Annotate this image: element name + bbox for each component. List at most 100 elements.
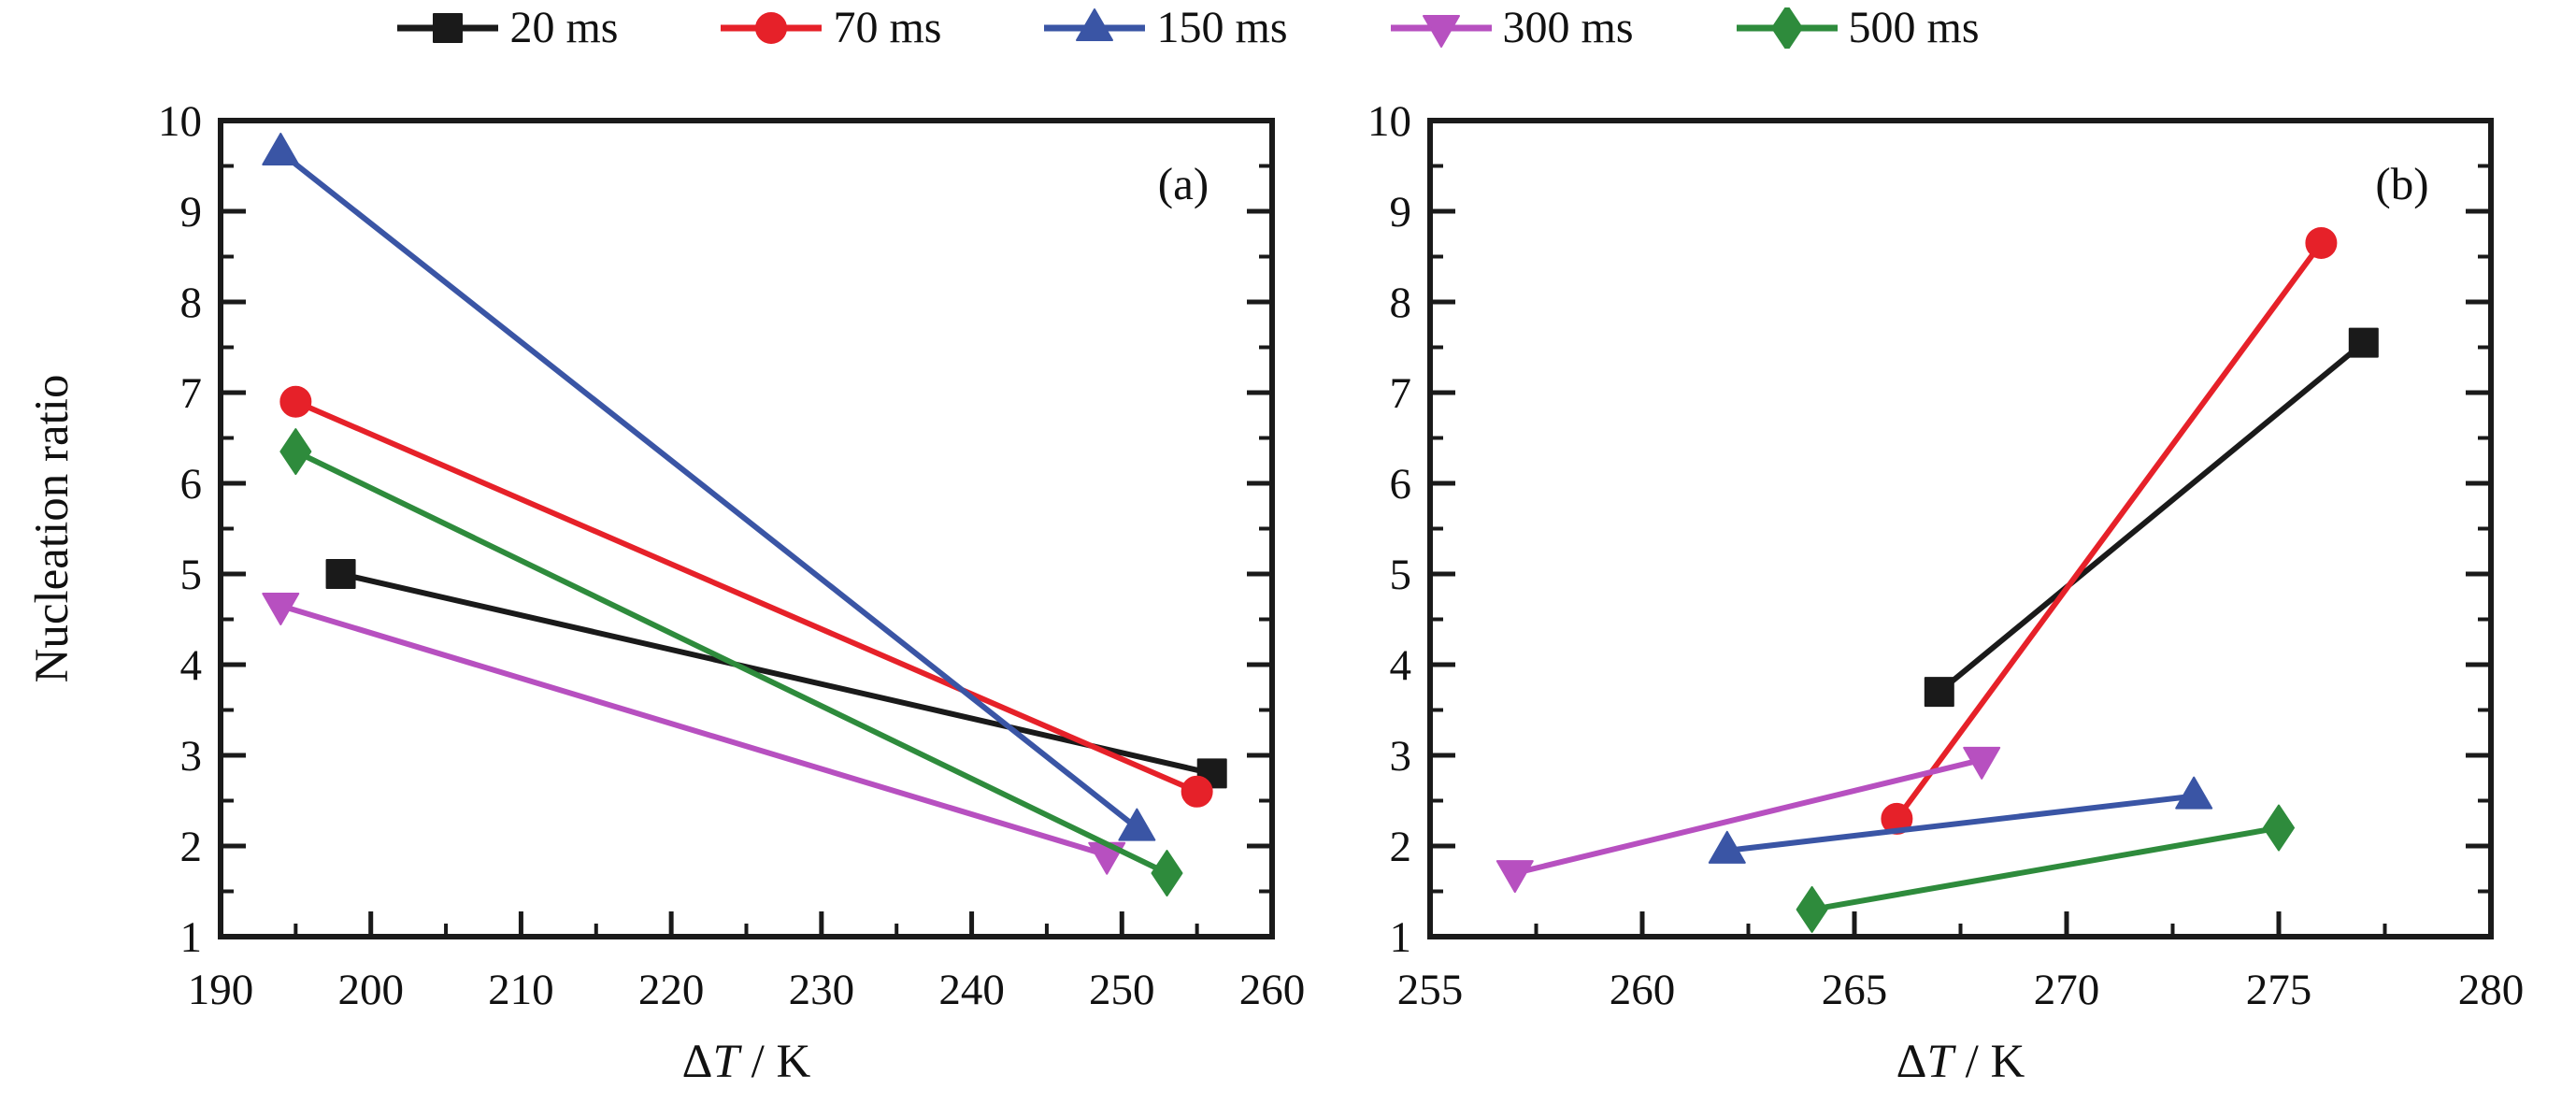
y-tick-label: 9 xyxy=(1390,188,1412,237)
data-point-marker xyxy=(1963,746,2001,780)
series-line xyxy=(1724,793,2197,853)
data-point-marker xyxy=(1496,860,1534,894)
series-line xyxy=(1809,824,2282,912)
legend-item-500ms: 500 ms xyxy=(1735,6,1980,50)
x-tick-label: 230 xyxy=(789,966,855,1014)
legend-label: 300 ms xyxy=(1502,3,1634,52)
series-20ms xyxy=(1924,327,2379,708)
panel-tag: (b) xyxy=(2375,158,2428,209)
data-point-marker xyxy=(262,592,300,625)
series-line xyxy=(278,149,1140,831)
legend-item-150ms: 150 ms xyxy=(1042,3,1288,52)
y-tick-labels: 1 2 3 4 5 6 7 8 9 10 xyxy=(158,97,202,962)
legend-item-20ms: 20 ms xyxy=(395,6,618,50)
series-300ms xyxy=(262,592,1126,875)
series-300ms xyxy=(1496,746,2001,894)
series-line xyxy=(1894,239,2325,822)
y-tick-label: 6 xyxy=(180,460,203,509)
series-20ms xyxy=(325,559,1227,789)
legend-marker xyxy=(1422,15,1460,48)
x-tick-label: 190 xyxy=(188,966,254,1014)
x-tick-label: 250 xyxy=(1089,966,1155,1014)
legend-label: 70 ms xyxy=(833,3,942,52)
legend-triangle-down-marker-icon xyxy=(1390,15,1492,48)
chart-panel-b: 255 260 265 270 275 280 1 2 3 4 5 6 7 8 9 10 ΔT / K (b) xyxy=(1367,97,2525,1088)
legend-marker xyxy=(1770,7,1803,49)
legend-label: 150 ms xyxy=(1156,3,1288,52)
data-point-marker xyxy=(2305,226,2338,259)
y-tick-label: 1 xyxy=(180,913,203,962)
series-line xyxy=(1936,339,2367,695)
x-tick-label: 210 xyxy=(488,966,554,1014)
y-tick-label: 4 xyxy=(1390,641,1412,690)
x-tick-label: 200 xyxy=(337,966,404,1014)
data-point-marker xyxy=(1118,808,1156,841)
data-point-marker xyxy=(1151,850,1183,897)
legend-square-marker-icon xyxy=(397,13,499,43)
data-point-marker xyxy=(1708,830,1746,864)
legend-label: 20 ms xyxy=(509,3,619,52)
legend-marker xyxy=(433,13,464,43)
data-point-marker xyxy=(325,559,356,589)
series-500ms xyxy=(1796,804,2295,933)
series-line xyxy=(293,398,1200,795)
x-tick-label: 270 xyxy=(2034,966,2100,1014)
x-tick-label: 255 xyxy=(1397,966,1464,1014)
y-tick-label: 1 xyxy=(1390,913,1412,962)
y-tick-label: 7 xyxy=(1390,369,1412,418)
axis-ticks xyxy=(218,118,1275,939)
panel-tag: (a) xyxy=(1158,158,1209,209)
series-150ms xyxy=(1708,776,2213,864)
legend-circle-marker-icon xyxy=(721,12,823,44)
legend-label: 500 ms xyxy=(1848,3,1980,52)
data-point-marker xyxy=(1924,677,1954,708)
y-tick-labels: 1 2 3 4 5 6 7 8 9 10 xyxy=(1367,97,1411,962)
y-tick-label: 5 xyxy=(1390,551,1412,599)
series-70ms xyxy=(1881,226,2338,835)
y-tick-label: 10 xyxy=(1367,97,1411,146)
x-tick-label: 240 xyxy=(938,966,1005,1014)
y-tick-label: 6 xyxy=(1390,460,1412,509)
axis-ticks xyxy=(1427,118,2494,939)
legend-marker xyxy=(1076,8,1114,41)
y-tick-label: 5 xyxy=(180,551,203,599)
y-axis-label: Nucleation ratio xyxy=(26,375,79,683)
x-tick-label: 220 xyxy=(638,966,705,1014)
data-point-marker xyxy=(279,428,312,476)
series-line xyxy=(278,602,1110,858)
y-tick-label: 9 xyxy=(180,188,203,237)
chart-panel-a: 190 200 210 220 230 240 250 260 1 2 3 4 5 6 7 8 9 10 ΔT / … xyxy=(26,97,1306,1088)
data-point-marker xyxy=(279,385,312,418)
y-tick-label: 3 xyxy=(1390,732,1412,781)
x-tick-labels: 255 260 265 270 275 280 xyxy=(1397,966,2525,1014)
series-line xyxy=(293,449,1170,877)
data-point-marker xyxy=(1181,775,1213,808)
y-tick-label: 2 xyxy=(1390,823,1412,871)
y-tick-label: 2 xyxy=(180,823,203,871)
data-point-marker xyxy=(1881,802,1913,835)
y-tick-label: 8 xyxy=(1390,279,1412,327)
data-point-marker xyxy=(2175,776,2213,810)
y-tick-label: 8 xyxy=(180,279,203,327)
legend-marker xyxy=(755,12,788,44)
series-70ms xyxy=(279,385,1213,808)
y-tick-label: 4 xyxy=(180,641,203,690)
data-point-marker xyxy=(2348,327,2379,358)
x-tick-label: 265 xyxy=(1822,966,1888,1014)
legend-item-70ms: 70 ms xyxy=(719,6,941,50)
x-tick-label: 275 xyxy=(2246,966,2312,1014)
series-500ms xyxy=(279,428,1183,897)
x-tick-label: 280 xyxy=(2458,966,2525,1014)
y-tick-label: 10 xyxy=(158,97,202,146)
data-point-marker xyxy=(2263,804,2295,852)
series-line xyxy=(337,571,1215,777)
legend-triangle-up-marker-icon xyxy=(1044,8,1146,41)
legend-item-300ms: 300 ms xyxy=(1389,6,1634,50)
data-point-marker xyxy=(262,132,300,165)
x-tick-label: 260 xyxy=(1610,966,1676,1014)
series-line xyxy=(1511,756,1985,877)
legend: 20 ms 70 ms 150 ms 300 ms 500 ms xyxy=(0,6,2576,50)
legend-diamond-marker-icon xyxy=(1736,7,1838,49)
x-tick-labels: 190 200 210 220 230 240 250 260 xyxy=(188,966,1306,1014)
